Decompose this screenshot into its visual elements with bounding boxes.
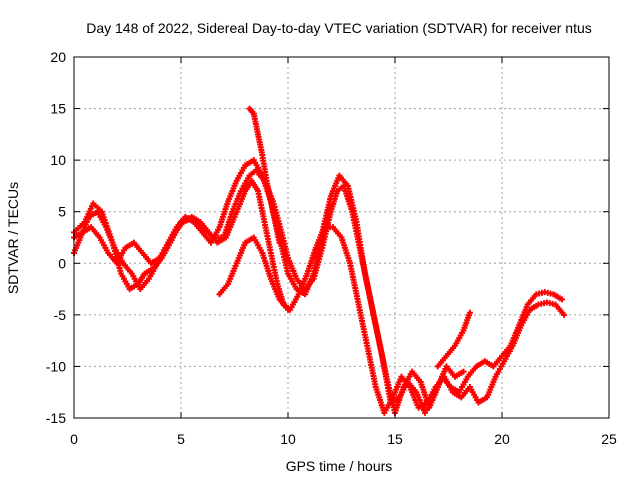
y-axis-label: SDTVAR / TECUs <box>5 182 21 294</box>
data-point <box>466 309 473 316</box>
x-axis-label: GPS time / hours <box>286 458 393 474</box>
axis-ticks: 0 5 10 15 20 25 -15 -10 -5 0 5 10 15 20 <box>46 49 617 447</box>
y-tick-label: -10 <box>46 358 66 374</box>
data-point <box>561 311 568 318</box>
x-tick-label: 5 <box>177 431 185 447</box>
data-point <box>276 239 283 246</box>
y-tick-label: 20 <box>50 49 66 65</box>
y-tick-label: 0 <box>58 255 66 271</box>
x-tick-label: 0 <box>70 431 78 447</box>
x-tick-label: 10 <box>280 431 296 447</box>
data-series-track-3 <box>71 177 568 416</box>
y-tick-label: -15 <box>46 410 66 426</box>
data-point <box>558 296 565 303</box>
data-series-track-2 <box>71 157 565 416</box>
data-plot-area <box>71 105 568 416</box>
x-tick-label: 25 <box>601 431 617 447</box>
data-point <box>285 306 291 313</box>
y-tick-label: 10 <box>50 152 66 168</box>
chart-title: Day 148 of 2022, Sidereal Day-to-day VTE… <box>86 20 592 36</box>
y-tick-label: 15 <box>50 101 66 117</box>
plot-frame <box>73 56 610 419</box>
x-tick-label: 20 <box>494 431 510 447</box>
data-series-track-6 <box>434 309 473 370</box>
y-tick-label: -5 <box>54 307 67 323</box>
y-tick-label: 5 <box>58 204 66 220</box>
data-series-track-4 <box>216 234 291 313</box>
data-point <box>460 368 467 375</box>
grid <box>74 57 609 418</box>
x-tick-label: 15 <box>387 431 403 447</box>
data-series-track-5 <box>246 105 283 246</box>
